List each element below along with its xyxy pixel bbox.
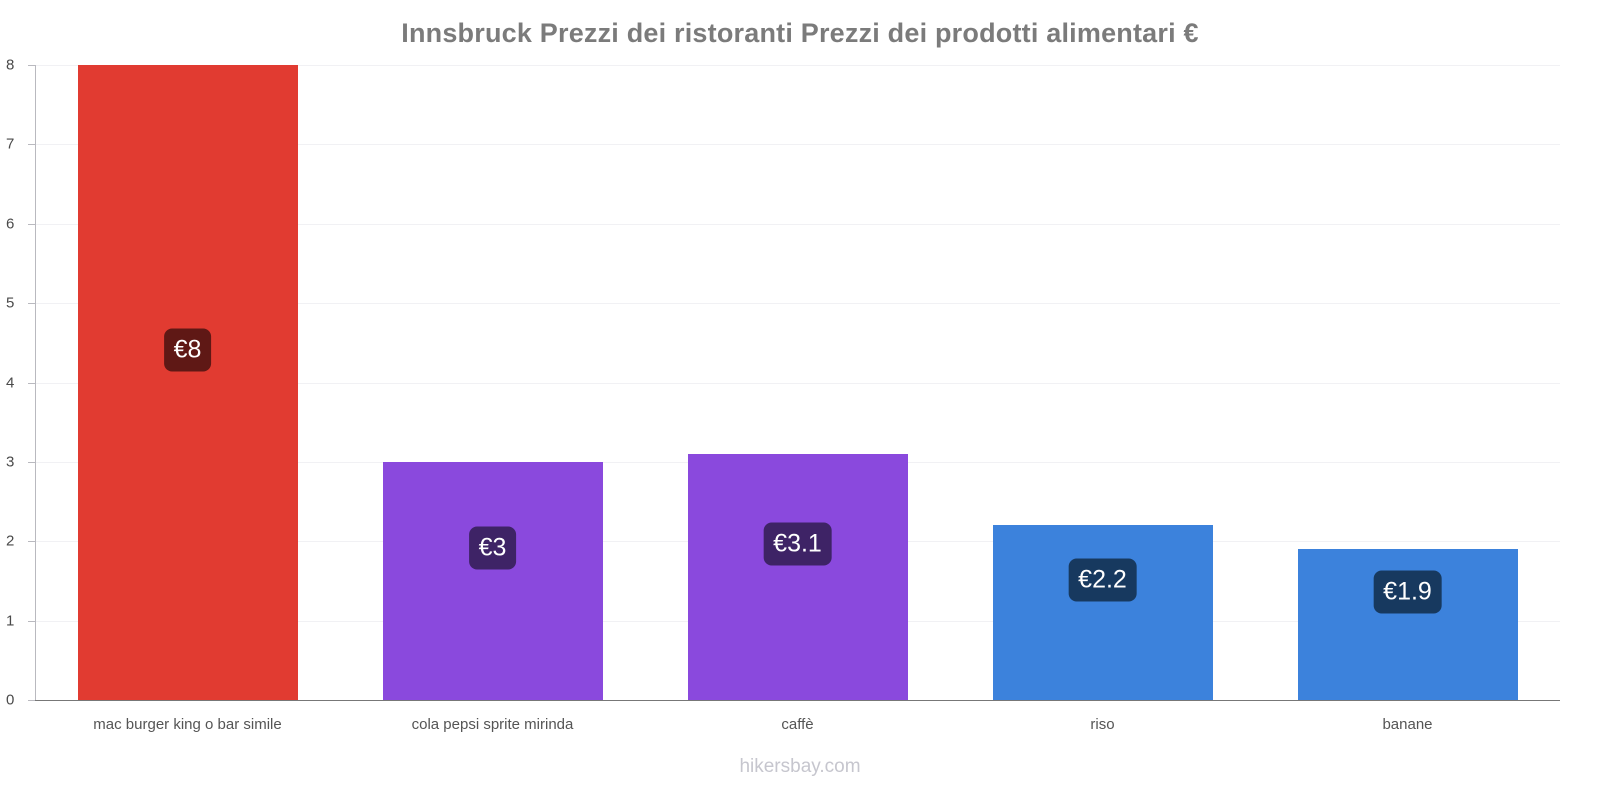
gridline [35, 223, 1560, 225]
chart-title: Innsbruck Prezzi dei ristoranti Prezzi d… [401, 18, 1199, 48]
y-tick-label: 3 [6, 453, 15, 471]
y-axis-tick [28, 303, 35, 305]
y-tick-label: 5 [6, 294, 15, 312]
category-label: banane [1382, 716, 1433, 733]
y-tick-label: 1 [6, 612, 15, 630]
y-tick-label: 7 [6, 135, 15, 153]
gridline [35, 65, 1560, 66]
y-tick-label: 8 [6, 56, 15, 74]
gridline [35, 303, 1560, 305]
y-axis-tick [28, 461, 35, 463]
bar-value-badge: €8 [163, 328, 212, 371]
y-axis-tick [28, 541, 35, 543]
bar-value-badge: €3.1 [763, 522, 832, 566]
bar-value-badge: €1.9 [1373, 570, 1442, 614]
gridline [35, 382, 1560, 384]
y-tick-label: 6 [6, 215, 15, 233]
y-axis-tick [28, 700, 35, 701]
category-label: riso [1090, 716, 1115, 733]
category-label: mac burger king o bar simile [93, 716, 282, 733]
y-tick-label: 4 [6, 374, 15, 391]
bar [687, 453, 908, 700]
bar-value-badge: €3 [468, 526, 517, 570]
y-axis-line [35, 65, 36, 700]
bar [382, 461, 603, 700]
bar [992, 525, 1213, 700]
category-label: caffè [781, 716, 814, 733]
y-axis-tick [28, 223, 35, 225]
y-axis-tick [28, 144, 35, 146]
y-axis-tick [28, 382, 35, 384]
watermark-text: hikersbay.com [739, 756, 861, 777]
y-axis-tick [28, 65, 35, 66]
y-tick-label: 0 [6, 691, 15, 709]
bar [77, 65, 298, 700]
y-tick-label: 2 [6, 532, 15, 550]
x-axis-line [35, 700, 1560, 701]
category-label: cola pepsi sprite mirinda [411, 716, 574, 733]
y-axis-tick [28, 620, 35, 622]
gridline [35, 144, 1560, 146]
bar-value-badge: €2.2 [1068, 558, 1137, 602]
